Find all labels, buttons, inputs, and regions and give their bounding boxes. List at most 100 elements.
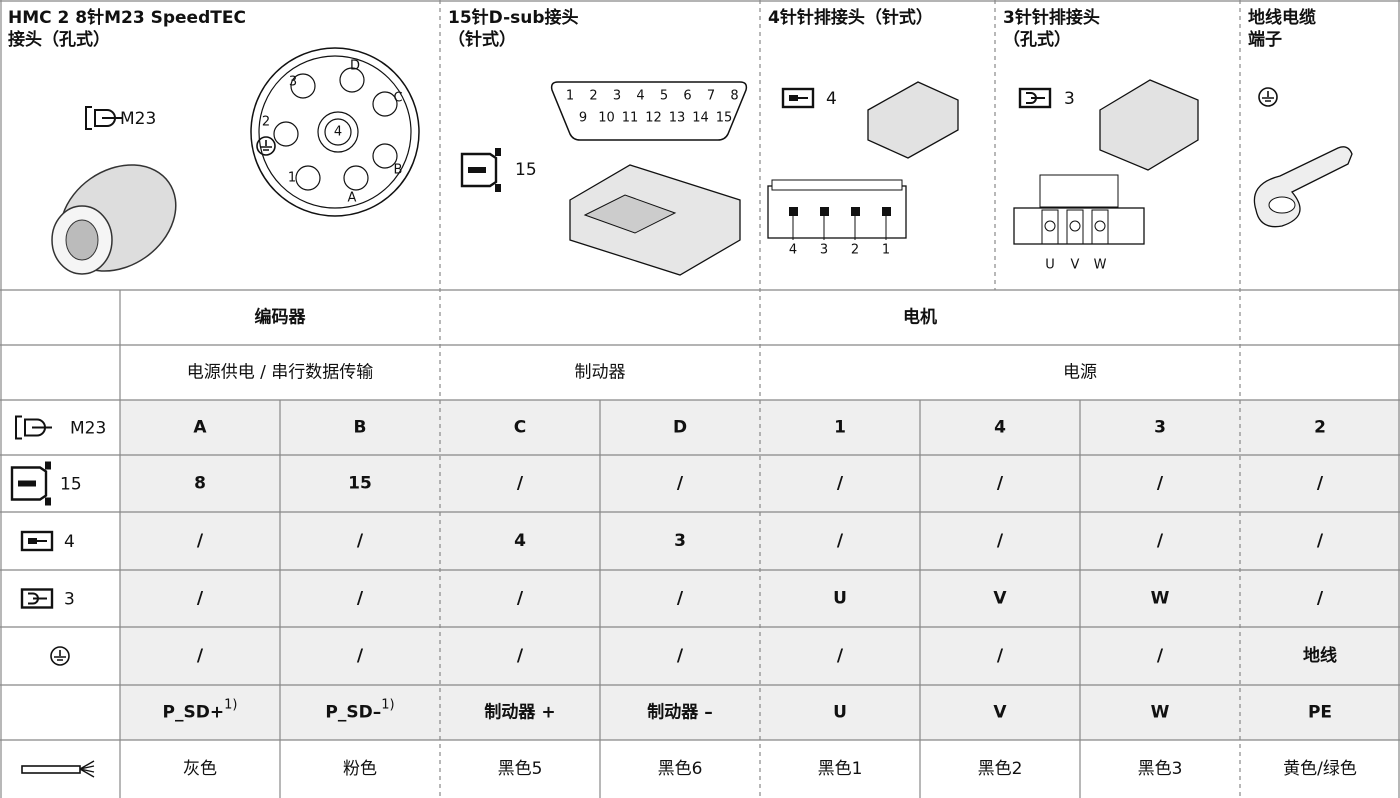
connector-title: 地线电缆 <box>1248 7 1316 28</box>
cell: / <box>677 474 684 494</box>
pin-label: 3 <box>613 89 621 104</box>
icon-tab <box>495 184 501 192</box>
symbol-label: 4 <box>826 89 837 109</box>
footnote-ref: 1) <box>381 697 394 712</box>
icon-ground <box>260 140 272 151</box>
socket-screw <box>1044 220 1056 232</box>
cell: U <box>833 589 847 609</box>
pin <box>789 207 798 216</box>
pin-label: 4 <box>789 243 797 258</box>
cell: D <box>673 418 687 438</box>
pin <box>295 165 321 191</box>
pin-label: 4 <box>636 89 644 104</box>
pin-label: C <box>393 91 402 106</box>
wire-color: 黑色2 <box>978 759 1023 779</box>
socket-3d <box>1099 79 1199 171</box>
pin-label: 10 <box>598 111 615 126</box>
connector-inner <box>65 219 99 261</box>
icon-pin <box>28 592 47 605</box>
icon-ground <box>256 136 276 156</box>
icon-cable <box>21 765 81 774</box>
cell: / <box>517 646 524 666</box>
cell: / <box>1157 474 1164 494</box>
signal-text: PE <box>1308 703 1332 723</box>
socket-screw <box>1094 220 1106 232</box>
connector-title: 15针D-sub接头 <box>448 7 579 28</box>
dsub-face <box>550 81 748 141</box>
cell: 4 <box>994 418 1006 438</box>
cell: / <box>837 474 844 494</box>
cell: / <box>357 589 364 609</box>
cell: 15 <box>348 474 372 494</box>
signal-text: P_SD– <box>325 703 381 723</box>
signal-name: P_SD–1) <box>325 697 394 723</box>
pin-label: 15 <box>716 111 733 126</box>
pin-label: 6 <box>683 89 691 104</box>
pin-label: W <box>1094 258 1107 273</box>
ring-hole <box>1268 196 1296 214</box>
icon-header <box>20 530 54 552</box>
signal-name: W <box>1151 703 1170 723</box>
icon-dsub <box>460 152 498 188</box>
pin-label: B <box>394 163 403 178</box>
cell: C <box>514 418 526 438</box>
row-label: M23 <box>70 419 106 439</box>
signal-name: P_SD+1) <box>163 697 238 723</box>
cell: / <box>837 531 844 551</box>
pin-label: 7 <box>707 89 715 104</box>
pin-center <box>317 111 359 153</box>
pin-label: 3 <box>820 243 828 258</box>
signal-text: P_SD+ <box>163 703 225 723</box>
icon-header <box>781 87 815 109</box>
cell: / <box>1157 646 1164 666</box>
row-label: 4 <box>64 532 75 552</box>
row-label: 15 <box>60 475 82 495</box>
wire-color: 黑色1 <box>818 759 863 779</box>
pin-label: 1 <box>882 243 890 258</box>
icon-ground <box>54 650 66 661</box>
symbol-label: 3 <box>1064 89 1075 109</box>
signal-name: U <box>833 703 847 723</box>
pin <box>882 207 891 216</box>
pin <box>290 73 316 99</box>
cell: 地线 <box>1303 645 1337 666</box>
cell: / <box>517 589 524 609</box>
pin-label: 2 <box>851 243 859 258</box>
cell: V <box>993 589 1007 609</box>
socket-front <box>1013 207 1145 245</box>
icon-ground <box>1258 87 1278 107</box>
connector-title: 4针针排接头（针式） <box>768 7 933 28</box>
row-label: 3 <box>64 590 75 610</box>
icon-m23 <box>85 106 122 130</box>
connector-title: （针式） <box>448 29 516 50</box>
wire-color: 黑色5 <box>498 759 543 779</box>
pin-label: A <box>348 191 357 206</box>
cell: / <box>1317 531 1324 551</box>
socket-top <box>1039 174 1119 208</box>
cell: 3 <box>674 531 686 551</box>
header-top <box>771 179 903 191</box>
icon-pin <box>789 95 798 101</box>
wire-color: 黑色6 <box>658 759 703 779</box>
cell: / <box>997 646 1004 666</box>
icon-ground <box>1262 91 1274 102</box>
signal-text: U <box>833 703 847 723</box>
icon-socket <box>1018 87 1052 109</box>
pin-label: 3 <box>289 75 297 90</box>
signal-name: 制动器 + <box>484 702 555 723</box>
icon-tab <box>45 497 51 506</box>
subgroup-header: 电源 <box>1063 363 1097 383</box>
header-3d <box>867 81 959 159</box>
pin-label: U <box>1045 258 1055 273</box>
connector-title: 端子 <box>1248 29 1282 50</box>
cell: / <box>1317 589 1324 609</box>
connector-title: 3针针排接头 <box>1003 7 1100 28</box>
icon-tab <box>45 461 51 470</box>
socket-slot <box>1066 209 1084 245</box>
pin-label: 2 <box>589 89 597 104</box>
signal-text: 制动器 – <box>647 702 712 723</box>
pin-label: 8 <box>730 89 738 104</box>
connector-title: （孔式） <box>1003 29 1071 50</box>
icon-dsub <box>10 466 48 501</box>
pin <box>820 207 829 216</box>
